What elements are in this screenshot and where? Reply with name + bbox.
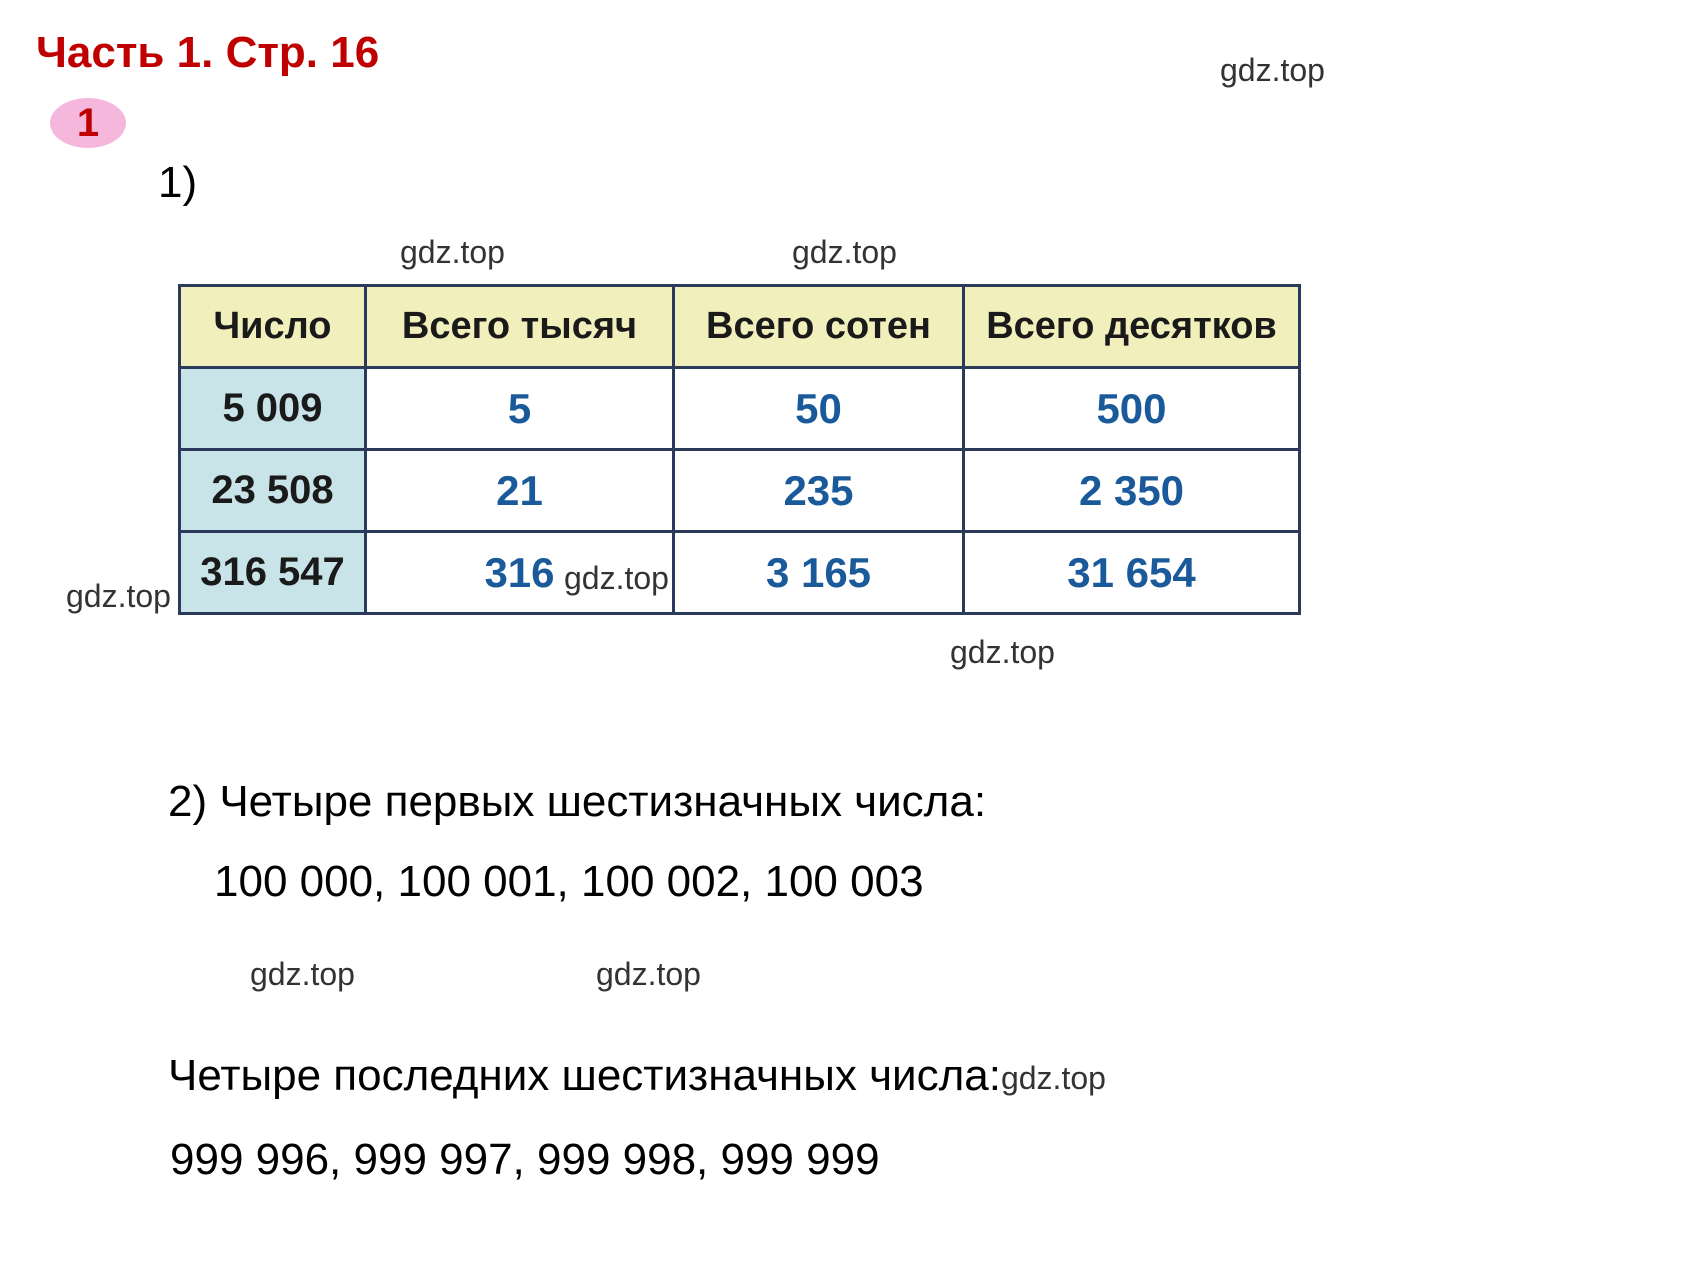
- problem-number-badge: 1: [50, 98, 126, 148]
- header-thousands: Всего тысяч: [366, 286, 674, 368]
- watermark-inline-ans3: gdz.top: [1001, 1060, 1106, 1096]
- page-header: Часть 1. Стр. 16: [36, 28, 379, 78]
- place-value-table: Число Всего тысяч Всего сотен Всего деся…: [178, 284, 1301, 615]
- watermark-below-table: gdz.top: [950, 634, 1055, 671]
- watermark-left-bottom: gdz.top: [66, 578, 171, 615]
- answer-part2-line3: Четыре последних шестизначных числа:gdz.…: [168, 1044, 1106, 1108]
- watermark-below-ans-mid: gdz.top: [596, 956, 701, 993]
- cell-thousands: 21: [366, 450, 674, 532]
- cell-hundreds: 50: [674, 368, 964, 450]
- watermark-below-ans-left: gdz.top: [250, 956, 355, 993]
- answer-line3-text: Четыре последних шестизначных числа:: [168, 1051, 1001, 1100]
- watermark-above-hundreds: gdz.top: [792, 234, 897, 271]
- cell-number: 5 009: [180, 368, 366, 450]
- badge-number: 1: [77, 101, 99, 146]
- cell-hundreds: 235: [674, 450, 964, 532]
- cell-tens: 31 654: [964, 532, 1300, 614]
- place-value-table-container: Число Всего тысяч Всего сотен Всего деся…: [178, 284, 1301, 615]
- header-hundreds: Всего сотен: [674, 286, 964, 368]
- watermark-above-thousands: gdz.top: [400, 234, 505, 271]
- table-header-row: Число Всего тысяч Всего сотен Всего деся…: [180, 286, 1300, 368]
- cell-hundreds: 3 165: [674, 532, 964, 614]
- answer-part2-line2: 100 000, 100 001, 100 002, 100 003: [214, 850, 924, 914]
- header-tens: Всего десятков: [964, 286, 1300, 368]
- cell-number: 23 508: [180, 450, 366, 532]
- watermark-mid-row3: gdz.top: [564, 560, 669, 597]
- table-row: 5 009 5 50 500: [180, 368, 1300, 450]
- cell-tens: 500: [964, 368, 1300, 450]
- answer-part2-line4: 999 996, 999 997, 999 998, 999 999: [170, 1128, 880, 1192]
- cell-tens: 2 350: [964, 450, 1300, 532]
- table-row: 23 508 21 235 2 350: [180, 450, 1300, 532]
- cell-number: 316 547: [180, 532, 366, 614]
- watermark-top-right: gdz.top: [1220, 52, 1325, 89]
- subpart-1-label: 1): [158, 158, 197, 208]
- table-row: 316 547 316 3 165 31 654: [180, 532, 1300, 614]
- answer-part2-line1: 2) Четыре первых шестизначных числа:: [168, 770, 986, 834]
- cell-thousands: 5: [366, 368, 674, 450]
- header-number: Число: [180, 286, 366, 368]
